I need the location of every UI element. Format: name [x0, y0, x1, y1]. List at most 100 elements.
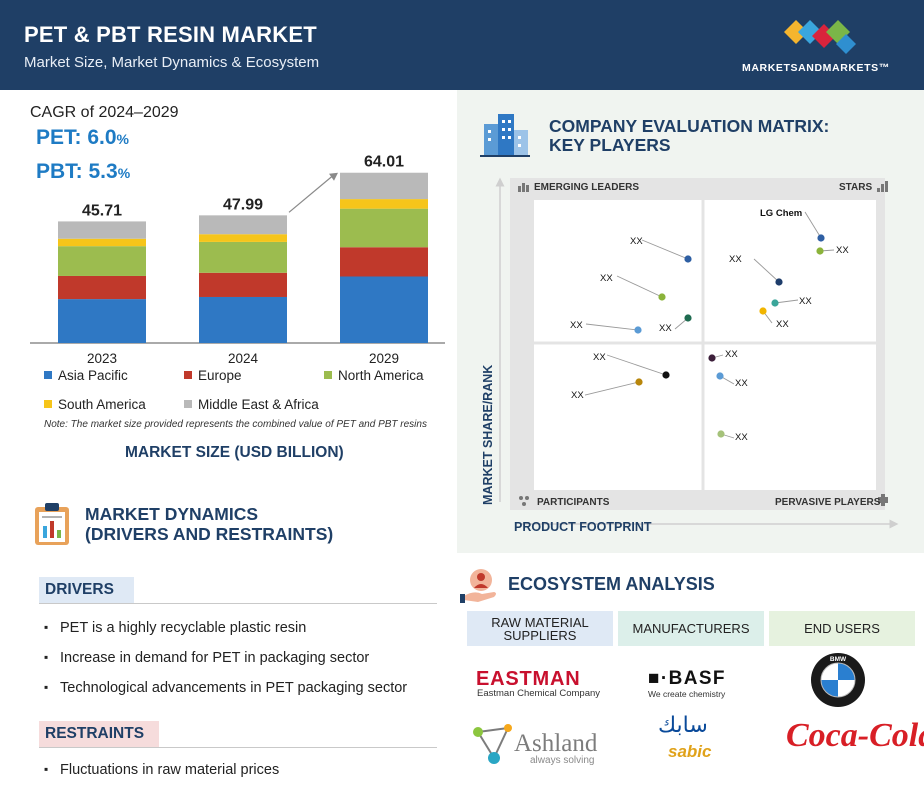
bmw-logo-icon: BMW [811, 653, 865, 707]
ecosystem-title: ECOSYSTEM ANALYSIS [508, 574, 715, 594]
point-leader-line [585, 323, 639, 331]
legend-item-south-america: South America [44, 397, 146, 412]
quadrant-stars: STARS [839, 182, 873, 193]
bar-total-label: 47.99 [223, 196, 263, 213]
cagr-label: CAGR of 2024–2029 [30, 104, 179, 121]
ecosystem-category-line2: SUPPLIERS [503, 627, 577, 643]
point-leader-line [774, 299, 799, 304]
bmw-logo-text: BMW [830, 656, 847, 663]
restraints-header: RESTRAINTS [39, 721, 159, 747]
legend-item-europe: Europe [184, 368, 242, 383]
legend-item-middle-east-africa: Middle East & Africa [184, 397, 319, 412]
matrix-point [716, 372, 724, 380]
point-label: XX [735, 432, 748, 443]
bar-segment-north-america-2024 [199, 241, 287, 273]
quadrant-pervasive-players: PERVASIVE PLAYERS [775, 497, 881, 508]
eastman-logo: EASTMAN [476, 668, 581, 690]
participants-icon [519, 496, 529, 506]
cagr-pet-unit: % [116, 131, 129, 147]
buildings-icon [480, 114, 530, 157]
matrix-point [759, 307, 767, 315]
chart-title: MARKET SIZE (USD BILLION) [125, 444, 344, 461]
matrix-title-line1: COMPANY EVALUATION MATRIX: [549, 116, 830, 136]
logo-wordmark: MARKETSANDMARKETS™ [742, 62, 890, 74]
bar-total-label: 64.01 [364, 154, 404, 171]
bar-segment-middle-east-africa-2023 [58, 221, 146, 239]
ashland-molecule-icon [473, 724, 512, 764]
legend-swatch [184, 400, 192, 408]
bar-segment-asia-pacific-2023 [58, 299, 146, 343]
point-label: XX [729, 254, 742, 265]
point-leader-line [804, 211, 822, 239]
driver-text: Increase in demand for PET in packaging … [60, 650, 370, 666]
ecosystem-category-line1: RAW MATERIAL [491, 614, 589, 630]
restraints-divider [39, 747, 437, 748]
matrix-point [775, 278, 783, 286]
matrix-title: COMPANY EVALUATION MATRIX: KEY PLAYERS [549, 117, 829, 155]
bar-segment-europe-2023 [58, 275, 146, 300]
bar-segment-south-america-2029 [340, 199, 428, 209]
cagr-pet: PET: 6.0% [36, 126, 129, 150]
cagr-pbt-value: PBT: 5.3 [36, 160, 118, 183]
emerging-leaders-icon [518, 183, 529, 192]
company-evaluation-matrix [495, 177, 899, 529]
point-label: XX [836, 245, 849, 256]
point-label: XX [735, 378, 748, 389]
x-tick-label: 2023 [87, 351, 117, 366]
drivers-header: DRIVERS [39, 577, 134, 603]
cagr-pbt-unit: % [117, 165, 131, 181]
point-label: XX [659, 323, 672, 334]
matrix-point [717, 430, 725, 438]
point-label: XX [570, 320, 583, 331]
point-label: XX [571, 390, 584, 401]
matrix-points [584, 211, 835, 439]
sabic-arabic-logo: سابك [658, 713, 708, 738]
page-title: PET & PBT RESIN MARKET [24, 22, 317, 47]
point-label: XX [600, 273, 613, 284]
point-label: XX [593, 352, 606, 363]
growth-arrow-head [329, 172, 338, 181]
coca-cola-logo: Coca-Cola [786, 717, 924, 754]
matrix-title-line2: KEY PLAYERS [549, 135, 671, 155]
point-leader-line [641, 239, 689, 260]
legend-label: South America [58, 397, 146, 412]
restraint-text: Fluctuations in raw material prices [60, 762, 280, 778]
bar-segment-asia-pacific-2024 [199, 296, 287, 343]
quadrant-emerging-leaders: EMERGING LEADERS [534, 182, 640, 193]
bar-segment-north-america-2023 [58, 246, 146, 276]
ashland-tagline: always solving [530, 755, 595, 766]
point-leader-line [616, 275, 663, 298]
page-header: PET & PBT RESIN MARKET Market Size, Mark… [0, 0, 924, 90]
matrix-point [708, 354, 716, 362]
drivers-divider [39, 603, 437, 604]
y-axis-label: MARKET SHARE/RANK [481, 364, 495, 505]
quadrant-icons [518, 181, 888, 506]
bar-segment-south-america-2024 [199, 234, 287, 242]
sabic-logo: sabic [668, 742, 712, 761]
legend-label: Asia Pacific [58, 368, 128, 383]
page-subtitle: Market Size, Market Dynamics & Ecosystem [24, 54, 320, 71]
bar-segment-middle-east-africa-2024 [199, 215, 287, 235]
driver-text: PET is a highly recyclable plastic resin [60, 620, 307, 636]
legend-swatch [324, 371, 332, 379]
point-leader-line [584, 381, 640, 396]
bar-segment-middle-east-africa-2029 [340, 172, 428, 200]
legend-swatch [44, 371, 52, 379]
cagr-pet-value: PET: 6.0 [36, 126, 117, 149]
point-label: XX [776, 319, 789, 330]
x-tick-label: 2029 [369, 351, 399, 366]
bar-segment-europe-2029 [340, 247, 428, 277]
bar-segment-asia-pacific-2029 [340, 276, 428, 343]
basf-tagline: We create chemistry [648, 689, 726, 699]
point-label: XX [725, 349, 738, 360]
eastman-tagline: Eastman Chemical Company [477, 688, 601, 699]
x-tick-label: 2024 [228, 351, 259, 366]
legend-swatch [184, 371, 192, 379]
market-dynamics-title: MARKET DYNAMICS (DRIVERS AND RESTRAINTS) [85, 504, 333, 544]
point-label: XX [630, 236, 643, 247]
pervasive-players-icon [878, 494, 888, 506]
stars-icon [877, 181, 888, 192]
point-label-lg-chem: LG Chem [760, 208, 803, 219]
marketsandmarkets-logo-icon [784, 20, 856, 54]
matrix-point-lg-chem [817, 234, 825, 242]
